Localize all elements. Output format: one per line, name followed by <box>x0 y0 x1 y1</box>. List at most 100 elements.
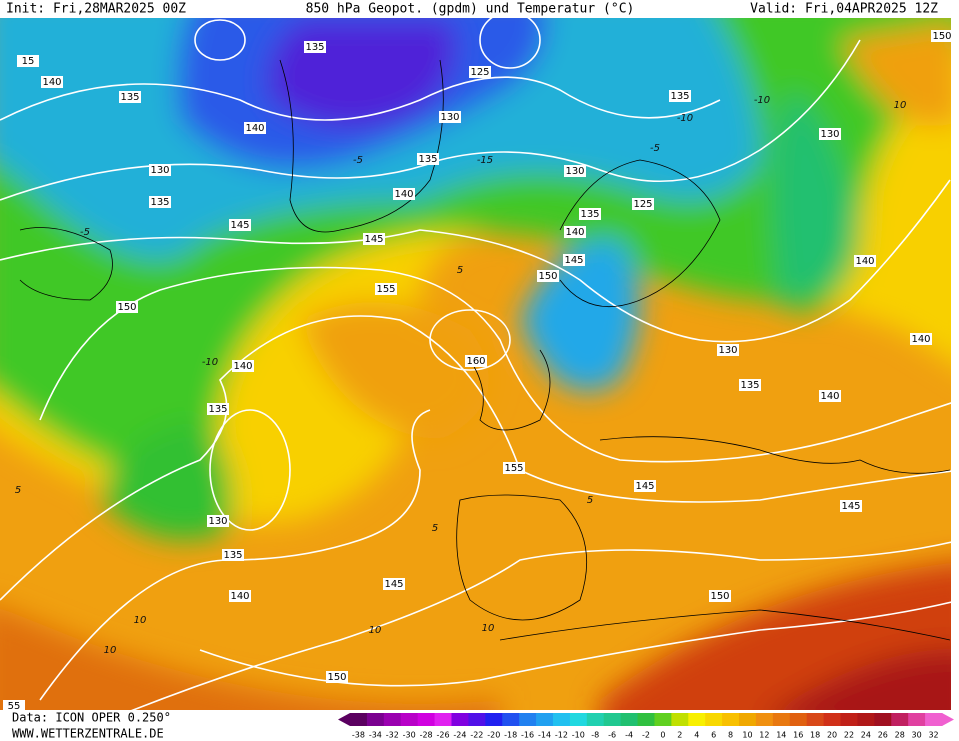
label-box <box>304 41 326 53</box>
geopotential-label: 130 <box>150 165 169 176</box>
scale-swatch <box>637 713 655 726</box>
label-box <box>326 671 348 683</box>
scale-label: -12 <box>555 731 568 740</box>
geopotential-label: 140 <box>820 391 839 402</box>
label-box <box>383 578 405 590</box>
label-box <box>854 255 876 267</box>
geopotential-label: 150 <box>327 672 346 683</box>
scale-label: -22 <box>470 731 483 740</box>
scale-label: 24 <box>861 731 871 740</box>
scale-label: -30 <box>403 731 416 740</box>
scale-label: 14 <box>776 731 786 740</box>
temperature-label: 10 <box>369 625 382 636</box>
scale-swatch <box>586 713 605 726</box>
geopotential-label: 125 <box>470 67 489 78</box>
scale-label: 0 <box>660 731 665 740</box>
label-box <box>669 90 691 102</box>
temperature-label: -5 <box>650 143 660 154</box>
scale-swatch <box>366 713 385 726</box>
geopotential-label: 150 <box>932 31 951 42</box>
temperature-label: 10 <box>134 615 147 626</box>
scale-label: -32 <box>386 731 399 740</box>
geopotential-label: 130 <box>208 516 227 527</box>
geopotential-label: 145 <box>384 579 403 590</box>
geopotential-label: 145 <box>841 501 860 512</box>
geopotential-label: 135 <box>223 550 242 561</box>
scale-label: 12 <box>759 731 769 740</box>
website: WWW.WETTERZENTRALE.DE <box>12 727 164 741</box>
label-box <box>579 208 601 220</box>
geopotential-label: 140 <box>855 256 874 267</box>
scale-swatch <box>434 713 452 726</box>
scale-label: -24 <box>453 731 466 740</box>
scale-swatch <box>536 713 554 726</box>
geopotential-label: 135 <box>580 209 599 220</box>
scale-swatch <box>925 713 943 726</box>
label-box <box>41 76 63 88</box>
geopotential-label: 135 <box>740 380 759 391</box>
temperature-label: -10 <box>754 95 770 106</box>
scale-swatch <box>400 713 419 726</box>
label-box <box>739 379 761 391</box>
data-source: Data: ICON OPER 0.250° <box>12 711 171 725</box>
scale-label: 22 <box>844 731 854 740</box>
geopotential-label: 145 <box>230 220 249 231</box>
scale-swatch <box>383 713 402 726</box>
scale-swatch <box>569 713 588 726</box>
geopotential-label: 15 <box>22 56 35 67</box>
scale-swatch <box>620 713 639 726</box>
temperature-label: 10 <box>104 645 117 656</box>
label-box <box>469 66 491 78</box>
scale-label: 30 <box>912 731 922 740</box>
scale-swatch <box>857 713 875 726</box>
label-box <box>439 111 461 123</box>
geopotential-label: 155 <box>504 463 523 474</box>
label-box <box>222 549 244 561</box>
label-box <box>207 515 229 527</box>
scale-label: 10 <box>742 731 752 740</box>
geopotential-label: 135 <box>120 92 139 103</box>
geopotential-label: 145 <box>564 255 583 266</box>
label-box <box>709 590 731 602</box>
scale-label: -28 <box>420 731 433 740</box>
label-box <box>393 188 415 200</box>
geopotential-label: 145 <box>635 481 654 492</box>
geopotential-label: 140 <box>230 591 249 602</box>
scale-swatch <box>350 713 368 726</box>
geopotential-label: 140 <box>42 77 61 88</box>
geopotential-label: 55 <box>8 701 21 712</box>
init-time: Init: Fri,28MAR2025 00Z <box>6 2 186 17</box>
scale-label: 4 <box>694 731 699 740</box>
geopotential-label: 135 <box>670 91 689 102</box>
scale-swatch <box>772 713 791 726</box>
label-box <box>634 480 656 492</box>
geopotential-label: 140 <box>245 123 264 134</box>
scale-swatch <box>755 713 774 726</box>
contour-labels: 135 125 140 135 135 130 140 130 130 135 130 135 140 1… <box>3 30 953 712</box>
label-box <box>229 219 251 231</box>
scale-swatch <box>806 713 825 726</box>
scale-swatch <box>891 713 909 726</box>
label-box <box>564 226 586 238</box>
scale-swatch <box>789 713 808 726</box>
scale-label: 18 <box>810 731 820 740</box>
map-title: 850 hPa Geopot. (gpdm) und Temperatur (°… <box>306 2 635 17</box>
temperature-label: 5 <box>432 523 438 534</box>
scale-label: -2 <box>642 731 650 740</box>
valid-time: Valid: Fri,04APR2025 12Z <box>750 2 938 17</box>
label-box <box>149 164 171 176</box>
geopotential-label: 140 <box>394 189 413 200</box>
scale-swatch <box>468 713 486 726</box>
scale-arrow-right <box>942 713 954 726</box>
scale-swatch <box>552 713 571 726</box>
temperature-label: 10 <box>894 100 907 111</box>
label-box <box>840 500 862 512</box>
scale-label: -14 <box>538 731 551 740</box>
label-box <box>3 700 25 712</box>
label-box <box>229 590 251 602</box>
temperature-label: -5 <box>80 227 90 238</box>
geopotential-label: 140 <box>565 227 584 238</box>
temperature-label: 5 <box>587 495 593 506</box>
